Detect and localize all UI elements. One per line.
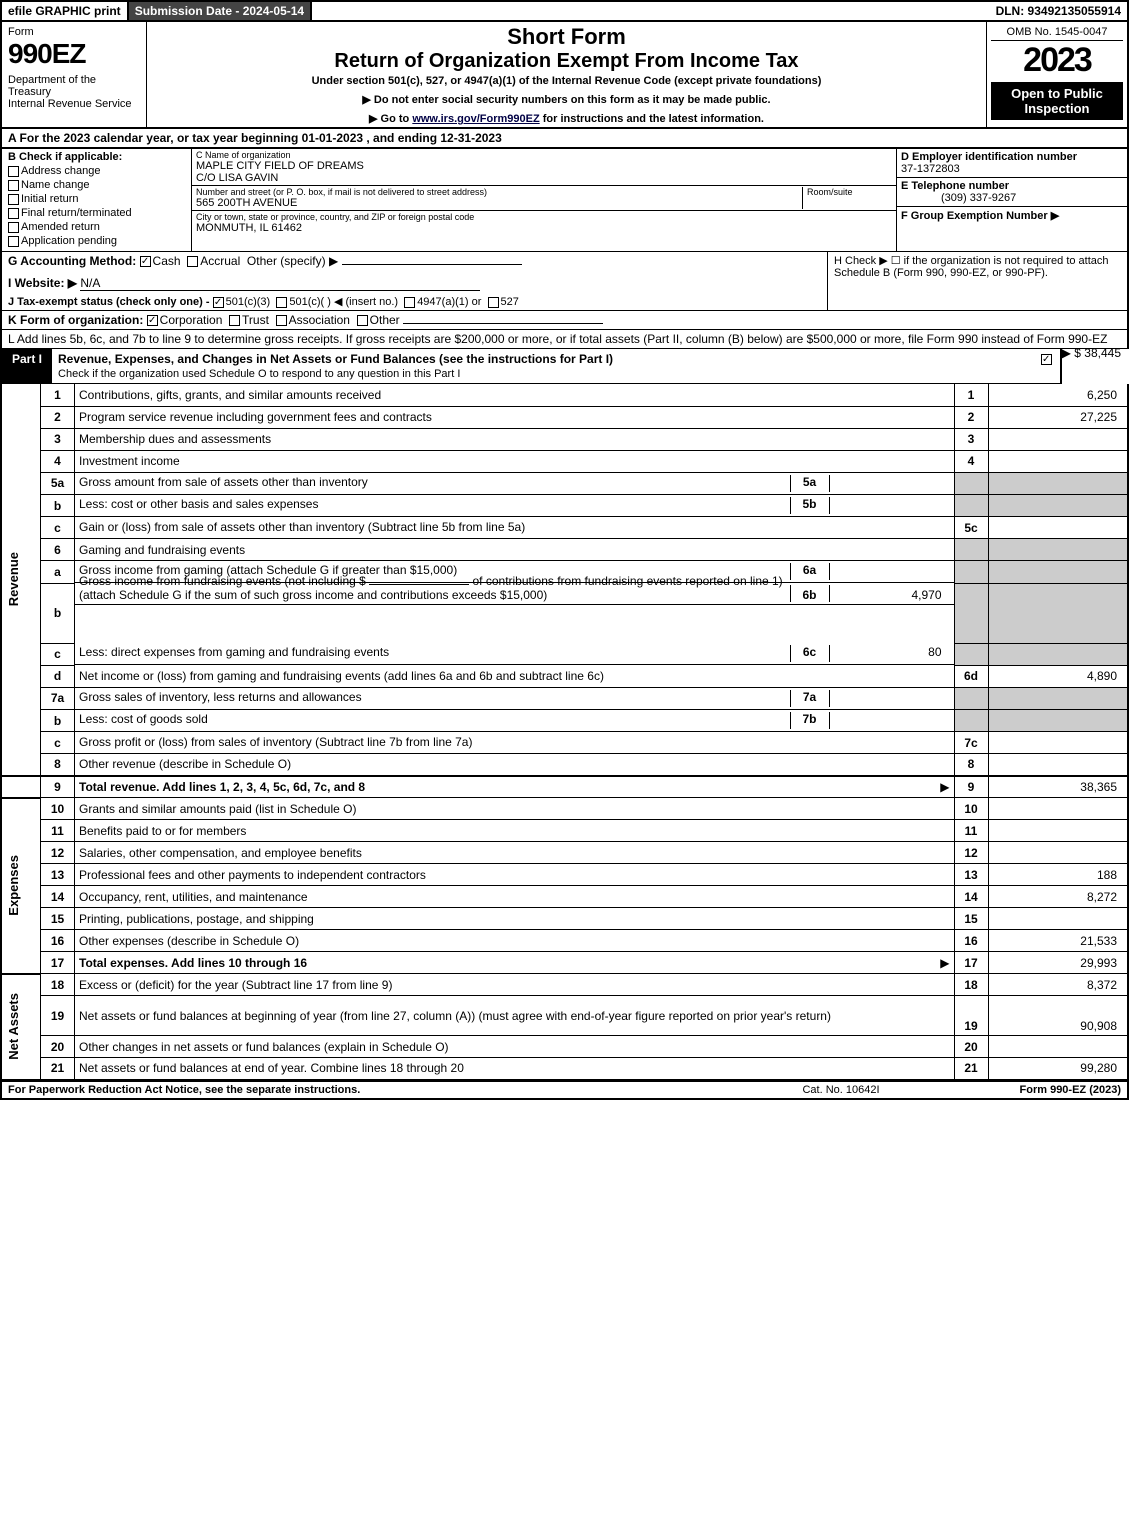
- submission-date: Submission Date - 2024-05-14: [129, 2, 312, 20]
- amt-18: 8,372: [988, 974, 1128, 996]
- chk-other-org[interactable]: [357, 315, 368, 326]
- section-k: K Form of organization: Corporation Trus…: [0, 311, 1129, 330]
- side-expenses: Expenses: [6, 855, 36, 916]
- section-c: C Name of organization MAPLE CITY FIELD …: [192, 149, 897, 251]
- header-mid: Short Form Return of Organization Exempt…: [147, 22, 987, 127]
- omb-number: OMB No. 1545-0047: [991, 24, 1123, 41]
- side-revenue: Revenue: [6, 552, 36, 606]
- chk-accrual[interactable]: [187, 256, 198, 267]
- side-net: Net Assets: [6, 993, 36, 1060]
- dept-label: Department of the Treasury: [8, 74, 140, 98]
- org-city: MONMUTH, IL 61462: [196, 222, 892, 234]
- chk-schedule-o[interactable]: [1041, 354, 1052, 365]
- form-subtitle: Under section 501(c), 527, or 4947(a)(1)…: [151, 75, 982, 87]
- org-name: MAPLE CITY FIELD OF DREAMS: [196, 160, 892, 172]
- amt-1: 6,250: [988, 384, 1128, 406]
- amt-13: 188: [988, 864, 1128, 886]
- form-header: Form 990EZ Department of the Treasury In…: [0, 20, 1129, 129]
- footer-cat: Cat. No. 10642I: [741, 1084, 941, 1096]
- amt-19: 90,908: [988, 996, 1128, 1036]
- chk-address[interactable]: [8, 166, 19, 177]
- org-co: C/O LISA GAVIN: [196, 172, 892, 184]
- amt-6c: 80: [830, 645, 950, 662]
- chk-name[interactable]: [8, 180, 19, 191]
- form-number: 990EZ: [8, 38, 140, 70]
- top-bar: efile GRAPHIC print Submission Date - 20…: [0, 0, 1129, 20]
- dln-label: DLN: 93492135055914: [990, 2, 1127, 20]
- chk-cash[interactable]: [140, 256, 151, 267]
- section-h: H Check ▶ ☐ if the organization is not r…: [827, 252, 1127, 310]
- chk-amended[interactable]: [8, 222, 19, 233]
- chk-501c[interactable]: [276, 297, 287, 308]
- chk-trust[interactable]: [229, 315, 240, 326]
- chk-501c3[interactable]: [213, 297, 224, 308]
- header-right: OMB No. 1545-0047 2023 Open to Public In…: [987, 22, 1127, 127]
- org-info-block: B Check if applicable: Address change Na…: [0, 149, 1129, 252]
- financial-table: Revenue 1Contributions, gifts, grants, a…: [0, 384, 1129, 1081]
- org-street: 565 200TH AVENUE: [196, 197, 802, 209]
- efile-label: efile GRAPHIC print: [2, 2, 129, 20]
- chk-527[interactable]: [488, 297, 499, 308]
- chk-final[interactable]: [8, 208, 19, 219]
- goto-note: ▶ Go to www.irs.gov/Form990EZ for instru…: [151, 112, 982, 125]
- line-a: A For the 2023 calendar year, or tax yea…: [0, 129, 1129, 149]
- chk-assoc[interactable]: [276, 315, 287, 326]
- amt-16: 21,533: [988, 930, 1128, 952]
- chk-pending[interactable]: [8, 236, 19, 247]
- ein-value: 37-1372803: [901, 163, 960, 175]
- chk-initial[interactable]: [8, 194, 19, 205]
- section-d: D Employer identification number 37-1372…: [897, 149, 1127, 251]
- header-left: Form 990EZ Department of the Treasury In…: [2, 22, 147, 127]
- amt-9: 38,365: [988, 776, 1128, 798]
- section-l: L Add lines 5b, 6c, and 7b to line 9 to …: [0, 330, 1129, 349]
- chk-corp[interactable]: [147, 315, 158, 326]
- section-gh: G Accounting Method: Cash Accrual Other …: [0, 252, 1129, 311]
- amt-2: 27,225: [988, 406, 1128, 428]
- irs-label: Internal Revenue Service: [8, 98, 140, 110]
- part1-tag: Part I: [2, 349, 52, 383]
- part1-header: Part I Revenue, Expenses, and Changes in…: [0, 349, 1062, 384]
- short-form-title: Short Form: [151, 24, 982, 50]
- form-word: Form: [8, 26, 140, 38]
- chk-4947[interactable]: [404, 297, 415, 308]
- ssn-note: ▶ Do not enter social security numbers o…: [151, 93, 982, 106]
- amt-21: 99,280: [988, 1058, 1128, 1080]
- amt-6b: 4,970: [830, 588, 950, 602]
- group-exemption: F Group Exemption Number ▶: [901, 210, 1059, 222]
- gross-receipts: ▶ $ 38,445: [1062, 346, 1121, 360]
- amt-17: 29,993: [988, 952, 1128, 974]
- tax-year: 2023: [991, 41, 1123, 80]
- tel-value: (309) 337-9267: [901, 192, 1016, 204]
- inspection-badge: Open to Public Inspection: [991, 82, 1123, 120]
- amt-14: 8,272: [988, 886, 1128, 908]
- website-value: N/A: [80, 276, 100, 290]
- section-b: B Check if applicable: Address change Na…: [2, 149, 192, 251]
- footer-left: For Paperwork Reduction Act Notice, see …: [8, 1084, 741, 1096]
- irs-link[interactable]: www.irs.gov/Form990EZ: [412, 113, 539, 125]
- page-footer: For Paperwork Reduction Act Notice, see …: [0, 1081, 1129, 1100]
- amt-6d: 4,890: [988, 665, 1128, 687]
- footer-form: Form 990-EZ (2023): [941, 1084, 1121, 1096]
- form-title: Return of Organization Exempt From Incom…: [151, 50, 982, 73]
